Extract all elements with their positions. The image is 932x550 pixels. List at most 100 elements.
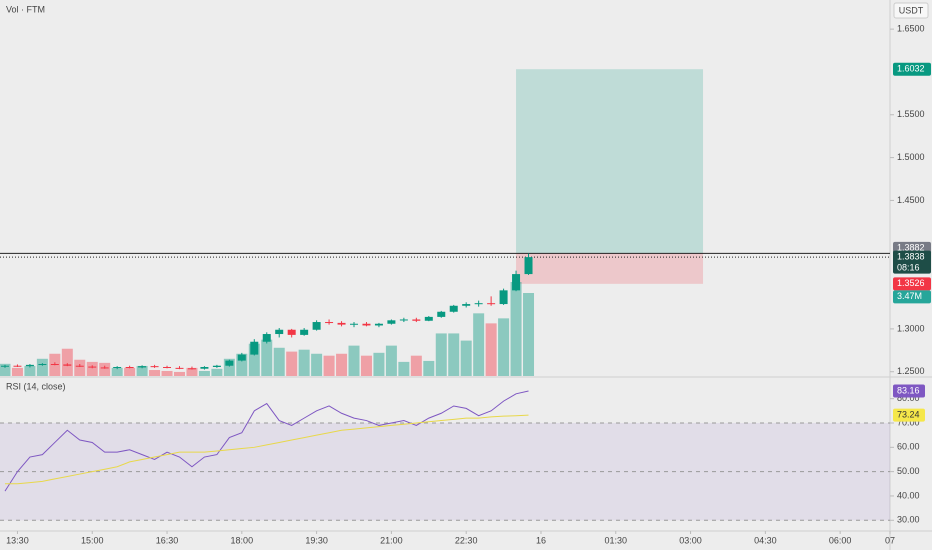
volume-badge: 3.47M [897,291,922,301]
volume-bar [523,293,535,376]
volume-bar [11,367,23,376]
y-tick-label: 80.00 [897,393,920,403]
volume-bar [111,367,123,376]
x-tick-label: 15:00 [81,535,104,545]
volume-bar [124,367,136,376]
candle-body [487,303,496,305]
candle-body [374,323,383,326]
volume-bar [385,345,397,376]
volume-bar [173,371,185,376]
candle-body [262,334,271,342]
target-badge-bg [893,62,931,76]
candle-body [449,305,458,312]
y-tick-label: 1.2500 [897,366,925,376]
currency-box [893,2,929,19]
countdown: 08:16 [897,262,920,272]
candle-body [0,365,9,367]
candle-body [38,364,47,366]
x-tick-label: 16:30 [156,535,179,545]
x-tick-label: 22:30 [455,535,478,545]
volume-bar [298,349,310,376]
current-price-badge-bg [893,250,931,274]
volume-bar [510,282,522,376]
y-tick-label: 1.4500 [897,195,925,205]
rsi-band [0,422,890,521]
y-tick-label: 50.00 [897,466,920,476]
candle-body [175,367,184,369]
x-tick-label: 03:00 [679,535,702,545]
y-tick-label: 1.5000 [897,152,925,162]
volume-bar [61,348,73,376]
volume-bar [498,318,510,376]
rsi-title: RSI (14, close) [6,381,66,391]
volume-bar [236,353,248,376]
candle-body [312,322,321,330]
candle-body [88,366,97,368]
candle-body [237,354,246,361]
volume-bar [373,352,385,376]
y-tick-label: 1.3000 [897,323,925,333]
x-tick-label: 04:30 [754,535,777,545]
volume-bar [398,361,410,376]
y-tick-label: 30.00 [897,515,920,525]
y-tick-label: 1.6500 [897,23,925,33]
x-tick-label: 06:00 [829,535,852,545]
volume-bar [186,367,198,376]
volume-bar [248,343,260,376]
volume-bar [211,368,223,376]
volume-bar [286,351,298,376]
volume-bar [0,363,11,376]
volume-bar [423,360,435,376]
volume-bar [348,345,360,376]
rsi-badge: 83.16 [897,385,920,395]
volume-bar [360,355,372,376]
candle-body [412,319,421,321]
y-tick-label: 60.00 [897,442,920,452]
volume-bar [336,353,348,376]
volume-bar [323,355,335,376]
current-price-badge: 1.3838 [897,251,925,261]
candle-body [325,322,334,324]
volume-bar [311,353,323,376]
volume-bar [223,358,235,376]
candle-body [275,329,284,335]
volume-bar [410,355,422,376]
candle-body [499,290,508,305]
volume-bar [136,365,148,376]
x-tick-label: 13:30 [6,535,29,545]
candle-body [63,364,72,366]
x-tick-label: 21:00 [380,535,403,545]
x-tick-label: 07 [885,535,895,545]
candle-body [474,303,483,305]
y-tick-label: 40.00 [897,490,920,500]
volume-bar [36,358,48,376]
stop-badge-bg [893,277,931,291]
candle-body [387,320,396,324]
candle-body [399,319,408,321]
candle-body [187,368,196,370]
x-tick-label: 01:30 [605,535,628,545]
candle-body [250,341,259,355]
stop-zone [516,253,704,284]
candle-body [337,322,346,325]
candle-body [524,257,533,275]
volume-bar [198,370,210,376]
rsi-badge: 73.24 [897,409,920,419]
volume-bar [485,323,497,376]
candle-body [150,366,159,368]
candle-body [125,367,134,369]
candle-body [462,304,471,306]
volume-bar [460,340,472,376]
volume-bar [161,370,173,376]
candle-body [350,323,359,325]
target-zone [516,69,704,254]
volume-bar [149,370,161,376]
x-tick-label: 16 [536,535,546,545]
volume-bar [435,333,447,376]
symbol-title: Vol · FTM [6,4,45,14]
target-badge: 1.6032 [897,64,925,74]
candle-body [200,367,209,369]
y-tick-label: 1.5500 [897,109,925,119]
